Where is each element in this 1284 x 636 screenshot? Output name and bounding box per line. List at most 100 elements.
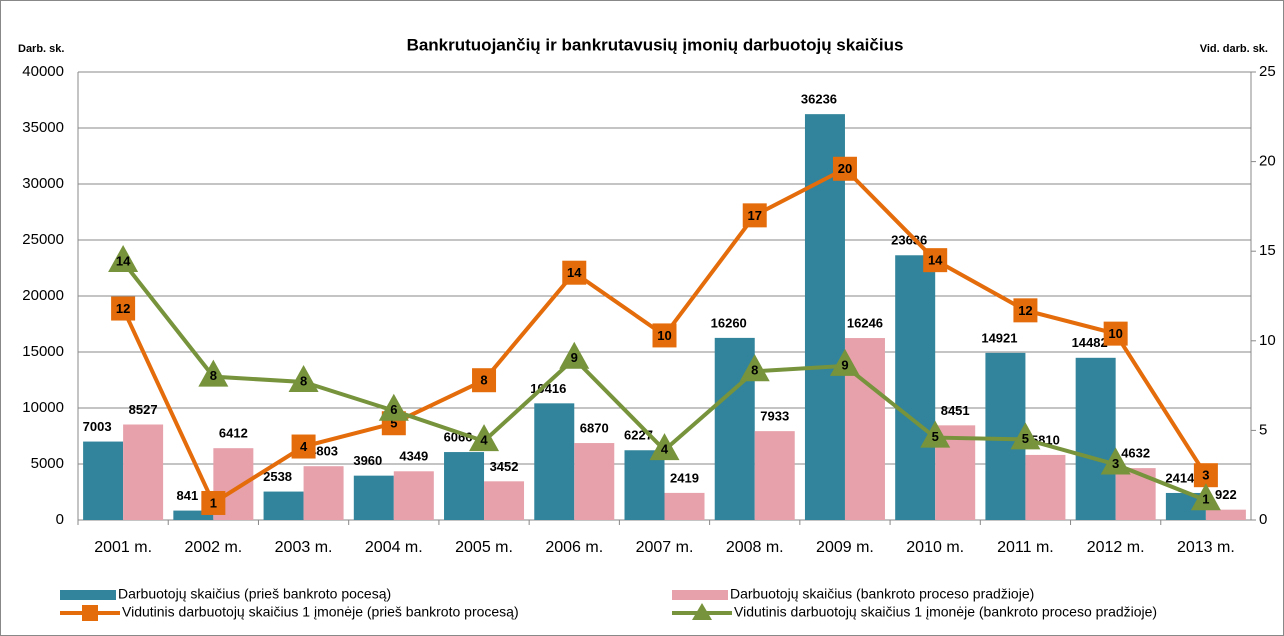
line-marker: [832, 156, 857, 181]
bar: [444, 452, 485, 520]
y2-axis-label: Vid. darb. sk.: [1200, 43, 1268, 55]
line-marker: [559, 341, 590, 369]
bar-value-label: 7933: [760, 409, 789, 424]
line-value-label: 10: [1108, 326, 1122, 341]
line-marker: [652, 323, 677, 348]
x-tick-label: 2009 m.: [816, 539, 874, 556]
line-marker: [649, 433, 680, 461]
legend-label: Vidutinis darbuotojų skaičius 1 įmonėje …: [734, 604, 1157, 620]
line-value-label: 14: [567, 265, 582, 280]
bar-value-label: 2538: [263, 469, 292, 484]
bar-value-label: 36236: [801, 92, 837, 107]
bar-value-label: 6412: [219, 426, 248, 441]
line-value-label: 12: [116, 301, 130, 316]
line-value-label: 4: [661, 442, 669, 457]
line-value-label: 12: [1018, 303, 1032, 318]
bar: [624, 450, 665, 520]
bar: [353, 475, 394, 520]
y2-tick-label: 0: [1259, 511, 1267, 528]
x-tick-label: 2010 m.: [906, 539, 964, 556]
line-value-label: 4: [480, 433, 488, 448]
bar: [484, 481, 525, 520]
line-value-label: 8: [480, 373, 487, 388]
line-value-label: 9: [841, 357, 848, 372]
line-value-label: 1: [1202, 492, 1209, 507]
line-marker: [1100, 447, 1131, 475]
legend-label: Vidutinis darbuotojų skaičius 1 įmonėje …: [122, 604, 519, 620]
bar-value-label: 3960: [353, 453, 382, 468]
bar-value-label: 16246: [847, 315, 883, 330]
bar-value-label: 7003: [83, 419, 112, 434]
bar-value-label: 4632: [1121, 446, 1150, 461]
line-value-label: 5: [932, 429, 939, 444]
line-value-label: 14: [116, 253, 131, 268]
bar: [393, 471, 434, 520]
bar: [664, 492, 705, 520]
bar: [173, 510, 214, 520]
bar-value-label: 8527: [129, 402, 158, 417]
line-value-label: 3: [1202, 468, 1209, 483]
bar: [804, 114, 845, 520]
legend-swatch: [60, 590, 116, 600]
line-marker: [469, 424, 500, 452]
legend-swatch: [672, 590, 728, 600]
line-marker: [742, 203, 767, 228]
line-marker: [1190, 483, 1221, 511]
x-tick-label: 2011 m.: [997, 539, 1054, 556]
line-marker: [1013, 298, 1038, 323]
x-tick-label: 2013 m.: [1177, 539, 1235, 556]
x-tick-label: 2003 m.: [275, 539, 333, 556]
line-value-label: 4: [300, 439, 308, 454]
legend-marker: [82, 605, 98, 621]
y2-tick-label: 5: [1259, 421, 1267, 438]
bar: [1075, 357, 1116, 520]
x-tick-label: 2005 m.: [455, 539, 513, 556]
line-value-label: 1: [210, 495, 217, 510]
bar: [895, 255, 936, 520]
x-tick-label: 2001 m.: [94, 539, 152, 556]
x-tick-label: 2002 m.: [184, 539, 242, 556]
line-value-label: 20: [838, 161, 852, 176]
line-marker: [201, 490, 226, 515]
y-tick-label: 15000: [22, 343, 64, 360]
bar-value-label: 4803: [309, 444, 338, 459]
line-marker: [562, 260, 587, 285]
line-value-label: 8: [751, 363, 758, 378]
line-marker: [1103, 321, 1128, 346]
x-tick-label: 2008 m.: [726, 539, 784, 556]
line-value-label: 5: [390, 416, 397, 431]
bar: [303, 466, 344, 520]
x-tick-label: 2007 m.: [636, 539, 694, 556]
line-value-label: 14: [928, 253, 943, 268]
line-marker: [1010, 422, 1041, 450]
bar: [1025, 454, 1066, 520]
line-marker: [472, 368, 497, 393]
bar-value-label: 3452: [490, 459, 519, 474]
y-tick-label: 40000: [22, 63, 64, 80]
line-marker: [739, 354, 770, 382]
line-marker: [378, 393, 409, 421]
line-marker: [198, 359, 229, 387]
bar-value-label: 14482: [1072, 335, 1108, 350]
y-tick-label: 20000: [22, 287, 64, 304]
bar-value-label: 2419: [670, 470, 699, 485]
line-value-label: 8: [210, 368, 217, 383]
x-tick-label: 2004 m.: [365, 539, 423, 556]
line-marker: [291, 434, 316, 459]
y-tick-label: 5000: [31, 455, 64, 472]
line-value-label: 5: [1022, 431, 1029, 446]
line-value-label: 10: [657, 328, 671, 343]
bar-value-label: 8451: [941, 403, 970, 418]
line-marker: [920, 420, 951, 448]
line-value-label: 6: [390, 402, 397, 417]
legend-label: Darbuotojų skaičius (bankroto proceso pr…: [730, 586, 1034, 602]
bar: [534, 403, 575, 520]
legend-marker: [692, 603, 712, 620]
line-marker: [829, 348, 860, 376]
bar-value-label: 2414: [1165, 470, 1195, 485]
bar: [1205, 509, 1246, 520]
line-value-label: 8: [300, 373, 307, 388]
line-marker: [111, 296, 136, 321]
line-value-label: 3: [1112, 456, 1119, 471]
